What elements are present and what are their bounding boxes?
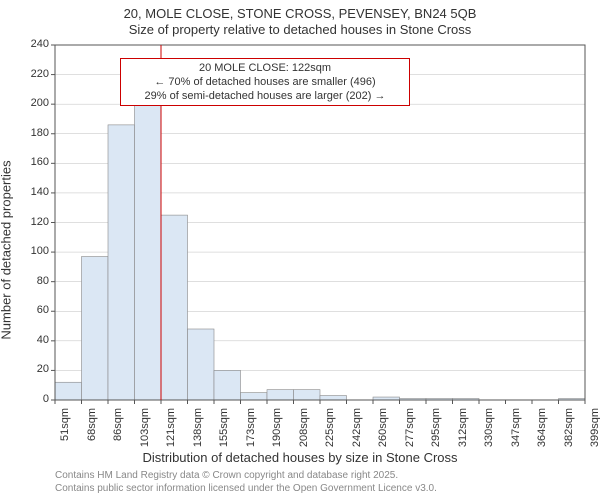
x-tick-label: 121sqm: [165, 408, 177, 448]
x-axis-label: Distribution of detached houses by size …: [0, 450, 600, 465]
x-tick-label: 173sqm: [245, 408, 257, 448]
y-tick-label: 80: [19, 275, 49, 287]
x-tick-label: 312sqm: [457, 408, 469, 448]
y-tick-label: 180: [19, 127, 49, 139]
y-tick-label: 240: [19, 38, 49, 50]
y-tick-label: 0: [19, 393, 49, 405]
y-tick-label: 100: [19, 245, 49, 257]
x-tick-label: 103sqm: [139, 408, 151, 448]
x-tick-label: 138sqm: [192, 408, 204, 448]
y-tick-label: 60: [19, 304, 49, 316]
footer-line2: Contains public sector information licen…: [55, 483, 437, 494]
y-tick-label: 160: [19, 156, 49, 168]
x-tick-label: 190sqm: [271, 408, 283, 448]
x-tick-label: 86sqm: [112, 408, 124, 448]
annotation-line2: ← 70% of detached houses are smaller (49…: [127, 75, 403, 89]
annotation-box: 20 MOLE CLOSE: 122sqm ← 70% of detached …: [120, 58, 410, 106]
x-tick-label: 51sqm: [59, 408, 71, 448]
x-tick-label: 382sqm: [563, 408, 575, 448]
annotation-line1: 20 MOLE CLOSE: 122sqm: [127, 61, 403, 75]
x-tick-label: 399sqm: [589, 408, 600, 448]
y-tick-label: 220: [19, 68, 49, 80]
footer-line1: Contains HM Land Registry data © Crown c…: [55, 470, 398, 481]
x-tick-label: 225sqm: [324, 408, 336, 448]
y-tick-label: 140: [19, 186, 49, 198]
x-tick-label: 68sqm: [86, 408, 98, 448]
x-tick-label: 295sqm: [430, 408, 442, 448]
x-tick-label: 260sqm: [377, 408, 389, 448]
x-tick-label: 277sqm: [404, 408, 416, 448]
y-tick-label: 40: [19, 334, 49, 346]
y-tick-label: 200: [19, 97, 49, 109]
x-tick-label: 347sqm: [510, 408, 522, 448]
y-tick-label: 120: [19, 216, 49, 228]
x-tick-label: 208sqm: [298, 408, 310, 448]
x-tick-label: 364sqm: [536, 408, 548, 448]
annotation-line3: 29% of semi-detached houses are larger (…: [127, 89, 403, 103]
y-tick-label: 20: [19, 363, 49, 375]
x-tick-label: 155sqm: [218, 408, 230, 448]
x-tick-label: 242sqm: [351, 408, 363, 448]
chart-container: 20, MOLE CLOSE, STONE CROSS, PEVENSEY, B…: [0, 0, 600, 500]
x-tick-label: 330sqm: [483, 408, 495, 448]
